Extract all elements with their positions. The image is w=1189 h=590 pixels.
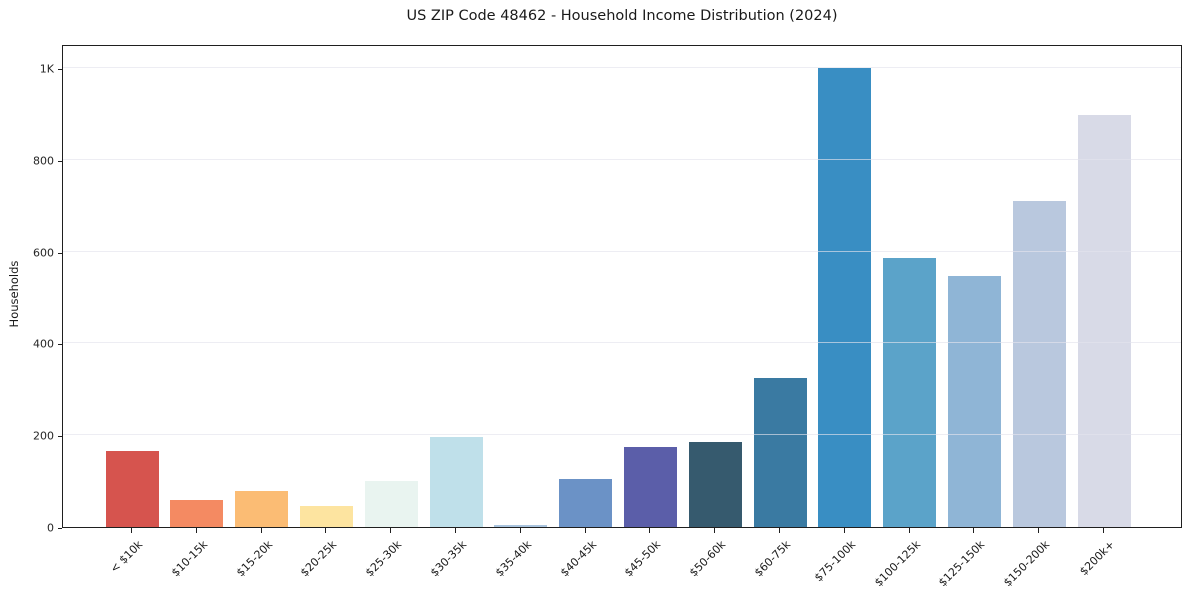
bar-< $10k [105,451,159,527]
x-tick-mark [1103,528,1104,533]
x-tick-mark [260,528,262,533]
y-tick-label: 0 [47,521,54,535]
bar-$75-100k [818,67,872,527]
gridline-400 [63,342,1181,344]
bar-$45-50k [623,447,677,527]
bar-$125-150k [947,275,1001,527]
bar-$40-45k [559,479,613,527]
bar-$10-15k [170,500,224,527]
x-tick-label: $10-15k [168,538,210,580]
bar-$35-40k [494,525,548,527]
gridline-600 [63,250,1181,252]
x-tick-label: $35-40k [492,538,534,580]
bar-$200k+ [1077,114,1131,527]
y-tick-label: 200 [33,429,54,443]
x-tick-mark [1038,528,1040,533]
bar-$100-125k [883,258,937,527]
bar-$30-35k [429,437,483,527]
x-tick-mark [325,528,327,533]
x-tick-mark [131,528,132,533]
bar-$60-75k [753,378,807,527]
y-tick-mark [58,68,62,70]
x-tick-label: $45-50k [622,538,664,580]
bar-$50-60k [688,442,742,527]
bar-$15-20k [235,490,289,527]
y-tick-label: 1K [39,62,54,76]
y-tick-mark [58,252,62,254]
x-tick-label: $75-100k [811,538,858,585]
plot-area [62,45,1182,528]
x-tick-label: $20-25k [298,538,340,580]
bar-$150-200k [1012,201,1066,527]
gridline-800 [63,158,1181,160]
x-tick-label: $60-75k [751,538,794,580]
x-tick-mark [195,528,197,533]
bar-$20-25k [299,505,353,527]
x-tick-mark [843,528,845,533]
chart-title: US ZIP Code 48462 - Household Income Dis… [406,8,838,24]
x-tick-mark [973,528,975,533]
x-tick-mark [519,528,521,533]
x-tick-label: < $10k [107,538,146,576]
x-tick-label: $200k+ [1077,538,1118,579]
x-tick-label: $50-60k [687,538,729,580]
x-tick-label: $25-30k [363,538,405,580]
x-tick-mark [649,528,651,533]
x-tick-mark [455,528,456,533]
y-tick-mark [58,528,62,529]
y-tick-label: 600 [33,246,54,260]
x-tick-mark [714,528,716,533]
x-tick-mark [779,528,780,533]
x-tick-label: $100-125k [871,538,923,590]
y-tick-label: 400 [33,337,54,351]
x-tick-mark [908,528,910,533]
gridline-1K [63,66,1181,68]
gridline-200 [63,434,1181,436]
x-tick-label: $40-45k [557,538,599,580]
x-tick-label: $125-150k [936,538,988,590]
y-tick-mark [58,344,62,346]
bar-$25-30k [364,480,418,527]
x-tick-label: $15-20k [233,538,275,580]
y-tick-mark [58,436,62,438]
x-tick-label: $30-35k [427,538,470,580]
x-tick-mark [390,528,392,533]
x-tick-label: $150-200k [1001,538,1053,590]
x-tick-mark [584,528,586,533]
y-tick-mark [58,160,62,162]
y-tick-label: 800 [33,154,54,168]
